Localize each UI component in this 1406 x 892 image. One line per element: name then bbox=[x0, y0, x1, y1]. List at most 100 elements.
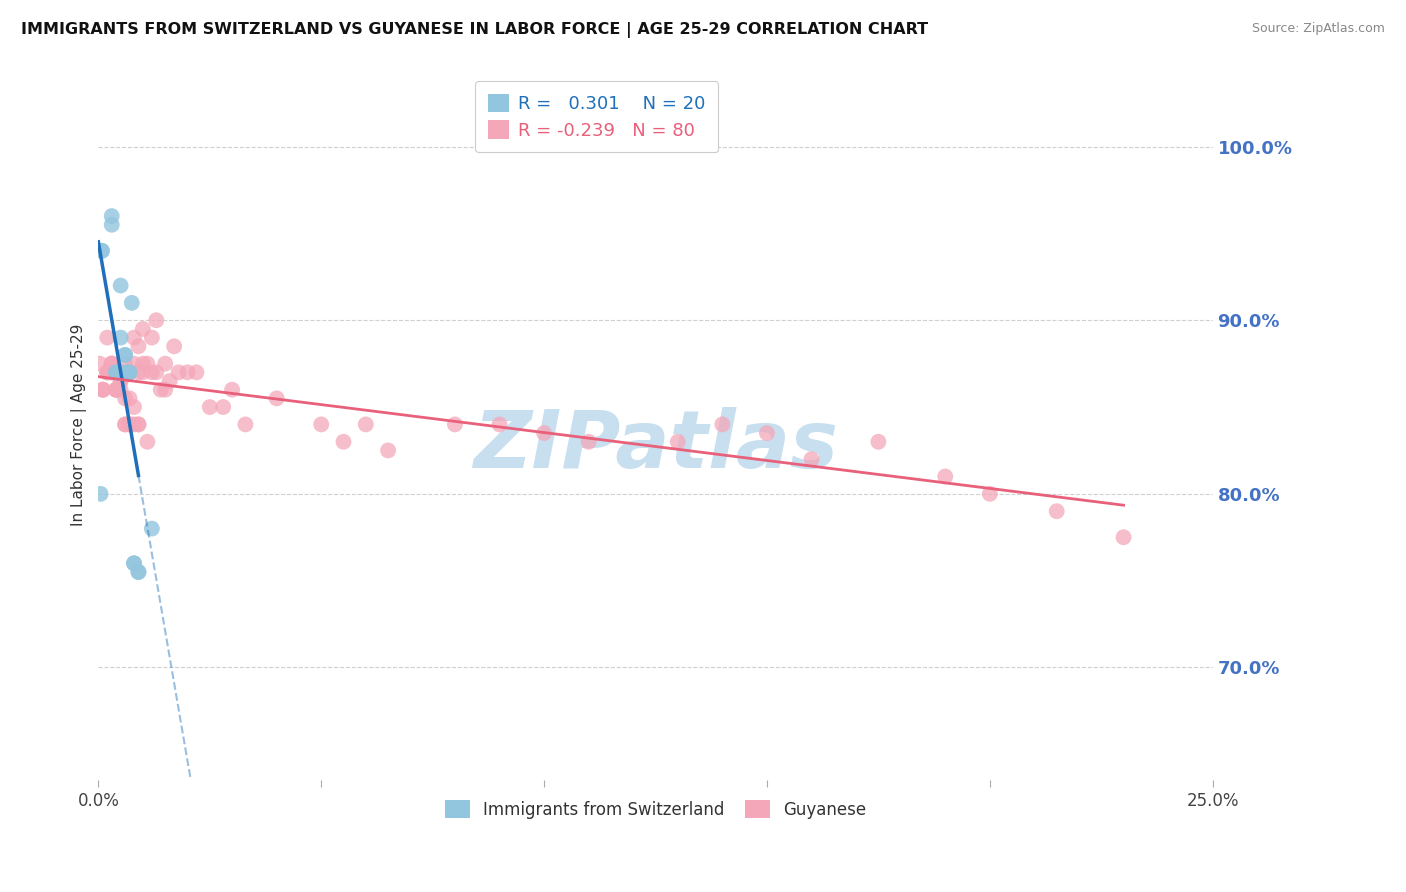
Point bbox=[100, 357, 122, 371]
Point bbox=[105, 383, 128, 397]
Point bbox=[105, 383, 128, 397]
Point bbox=[110, 374, 132, 388]
Point bbox=[127, 339, 149, 353]
Point bbox=[1112, 530, 1135, 544]
Point bbox=[90, 244, 112, 258]
Point bbox=[98, 365, 121, 379]
Point bbox=[145, 365, 167, 379]
Point bbox=[114, 348, 136, 362]
Y-axis label: In Labor Force | Age 25-29: In Labor Force | Age 25-29 bbox=[72, 323, 87, 525]
Point bbox=[100, 218, 122, 232]
Point bbox=[934, 469, 956, 483]
Point bbox=[132, 357, 155, 371]
Point bbox=[121, 296, 143, 310]
Point bbox=[114, 392, 136, 406]
Point bbox=[100, 357, 122, 371]
Point bbox=[91, 383, 114, 397]
Point bbox=[800, 452, 823, 467]
Point bbox=[114, 357, 136, 371]
Point bbox=[105, 383, 128, 397]
Point bbox=[105, 383, 128, 397]
Point bbox=[186, 365, 208, 379]
Point bbox=[118, 392, 141, 406]
Point bbox=[127, 565, 149, 579]
Point bbox=[141, 365, 163, 379]
Point bbox=[122, 556, 145, 570]
Point bbox=[122, 417, 145, 432]
Point bbox=[167, 365, 190, 379]
Point bbox=[114, 365, 136, 379]
Point bbox=[136, 434, 159, 449]
Point bbox=[666, 434, 689, 449]
Point bbox=[198, 400, 221, 414]
Point bbox=[122, 357, 145, 371]
Point bbox=[979, 487, 1001, 501]
Point bbox=[155, 357, 177, 371]
Point bbox=[176, 365, 198, 379]
Point bbox=[488, 417, 510, 432]
Point bbox=[91, 383, 114, 397]
Point bbox=[114, 417, 136, 432]
Point bbox=[90, 487, 112, 501]
Point bbox=[110, 278, 132, 293]
Point bbox=[96, 365, 118, 379]
Point bbox=[266, 392, 288, 406]
Point bbox=[110, 365, 132, 379]
Point bbox=[132, 365, 155, 379]
Point bbox=[118, 365, 141, 379]
Point bbox=[163, 339, 186, 353]
Point bbox=[118, 365, 141, 379]
Point bbox=[141, 522, 163, 536]
Text: IMMIGRANTS FROM SWITZERLAND VS GUYANESE IN LABOR FORCE | AGE 25-29 CORRELATION C: IMMIGRANTS FROM SWITZERLAND VS GUYANESE … bbox=[21, 22, 928, 38]
Point bbox=[155, 383, 177, 397]
Point bbox=[122, 556, 145, 570]
Point bbox=[354, 417, 377, 432]
Text: ZIPatlas: ZIPatlas bbox=[472, 407, 838, 484]
Point bbox=[91, 383, 114, 397]
Point bbox=[136, 357, 159, 371]
Point bbox=[110, 365, 132, 379]
Point bbox=[107, 365, 129, 379]
Point bbox=[110, 383, 132, 397]
Point bbox=[127, 365, 149, 379]
Point bbox=[127, 417, 149, 432]
Point bbox=[122, 400, 145, 414]
Point bbox=[118, 417, 141, 432]
Point bbox=[132, 322, 155, 336]
Point bbox=[212, 400, 235, 414]
Point bbox=[755, 426, 778, 441]
Point bbox=[100, 365, 122, 379]
Point bbox=[159, 374, 181, 388]
Point bbox=[377, 443, 399, 458]
Point bbox=[149, 383, 172, 397]
Point bbox=[114, 417, 136, 432]
Point bbox=[122, 330, 145, 344]
Point bbox=[105, 365, 128, 379]
Point bbox=[105, 365, 128, 379]
Text: Source: ZipAtlas.com: Source: ZipAtlas.com bbox=[1251, 22, 1385, 36]
Point bbox=[332, 434, 354, 449]
Point bbox=[533, 426, 555, 441]
Point bbox=[221, 383, 243, 397]
Point bbox=[100, 209, 122, 223]
Point bbox=[114, 348, 136, 362]
Point bbox=[444, 417, 467, 432]
Point bbox=[868, 434, 890, 449]
Point bbox=[127, 565, 149, 579]
Point bbox=[90, 244, 112, 258]
Point bbox=[309, 417, 332, 432]
Point bbox=[110, 330, 132, 344]
Point bbox=[711, 417, 734, 432]
Point bbox=[578, 434, 600, 449]
Point bbox=[96, 330, 118, 344]
Point bbox=[96, 365, 118, 379]
Point bbox=[141, 330, 163, 344]
Point bbox=[100, 365, 122, 379]
Point bbox=[127, 417, 149, 432]
Point bbox=[145, 313, 167, 327]
Point bbox=[118, 417, 141, 432]
Legend: Immigrants from Switzerland, Guyanese: Immigrants from Switzerland, Guyanese bbox=[439, 793, 873, 825]
Point bbox=[235, 417, 257, 432]
Point bbox=[1046, 504, 1069, 518]
Point bbox=[118, 365, 141, 379]
